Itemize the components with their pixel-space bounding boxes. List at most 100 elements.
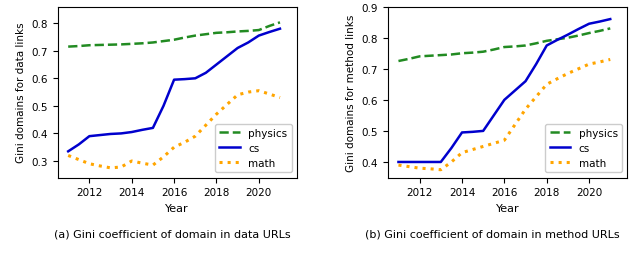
physics <box>149 42 157 45</box>
physics <box>276 22 284 25</box>
cs <box>596 21 604 24</box>
cs <box>86 135 93 138</box>
math <box>490 142 498 145</box>
math <box>244 91 252 94</box>
cs <box>468 131 476 134</box>
physics <box>468 52 476 55</box>
physics <box>117 44 125 47</box>
math <box>159 156 167 159</box>
physics <box>65 46 72 49</box>
physics <box>564 37 572 40</box>
math <box>65 154 72 157</box>
physics <box>75 45 83 49</box>
cs <box>266 31 273 34</box>
physics <box>223 31 231 35</box>
Text: (a) Gini coefficient of domain in data URLs: (a) Gini coefficient of domain in data U… <box>54 228 291 238</box>
Text: (b) Gini coefficient of domain in method URLs: (b) Gini coefficient of domain in method… <box>365 228 620 238</box>
cs <box>447 147 455 150</box>
physics <box>244 30 252 33</box>
math <box>202 124 210 127</box>
Line: physics: physics <box>68 23 280 47</box>
cs <box>522 80 529 83</box>
math <box>575 68 582 71</box>
cs <box>585 23 593 26</box>
math <box>138 162 146 165</box>
math <box>107 167 115 170</box>
cs <box>170 79 178 82</box>
Line: math: math <box>68 91 280 168</box>
math <box>223 104 231 107</box>
cs <box>564 34 572 37</box>
cs <box>458 131 466 134</box>
physics <box>255 29 262 33</box>
math <box>405 165 413 168</box>
physics <box>458 53 466 56</box>
cs <box>223 56 231 59</box>
math <box>191 135 199 138</box>
cs <box>426 161 434 164</box>
math <box>607 59 614 62</box>
physics <box>607 28 614 31</box>
cs <box>65 150 72 153</box>
physics <box>202 34 210 37</box>
cs <box>543 45 550 48</box>
math <box>212 113 220 116</box>
physics <box>447 54 455 57</box>
cs <box>532 63 540 66</box>
cs <box>96 134 104 137</box>
physics <box>138 43 146 46</box>
physics <box>212 32 220 35</box>
physics <box>191 35 199 38</box>
math <box>117 166 125 169</box>
physics <box>554 39 561 42</box>
cs <box>234 47 241 50</box>
physics <box>585 33 593 36</box>
math <box>543 84 550 87</box>
math <box>532 96 540 99</box>
cs <box>138 129 146 132</box>
Line: physics: physics <box>399 29 611 62</box>
cs <box>107 133 115 136</box>
math <box>276 97 284 100</box>
math <box>458 152 466 155</box>
physics <box>426 55 434 58</box>
math <box>522 108 529 111</box>
math <box>170 146 178 149</box>
Line: math: math <box>399 60 611 170</box>
cs <box>149 127 157 130</box>
math <box>479 145 487 148</box>
cs <box>511 90 519 93</box>
cs <box>395 161 403 164</box>
math <box>564 73 572 76</box>
cs <box>276 28 284 31</box>
Y-axis label: Gini domains for method links: Gini domains for method links <box>346 14 356 171</box>
physics <box>416 56 424 59</box>
physics <box>490 49 498 52</box>
physics <box>96 44 104 47</box>
cs <box>490 114 498 117</box>
physics <box>159 40 167 43</box>
math <box>266 93 273 96</box>
math <box>437 169 445 172</box>
math <box>96 165 104 168</box>
math <box>468 148 476 151</box>
X-axis label: Year: Year <box>166 203 189 213</box>
math <box>596 61 604 64</box>
physics <box>596 30 604 33</box>
physics <box>437 54 445 57</box>
cs <box>244 42 252 45</box>
cs <box>575 28 582 31</box>
math <box>149 164 157 167</box>
Y-axis label: Gini domains for data links: Gini domains for data links <box>16 23 26 163</box>
cs <box>479 130 487 133</box>
cs <box>255 35 262 38</box>
cs <box>202 72 210 75</box>
math <box>500 139 508 142</box>
physics <box>128 43 136 46</box>
physics <box>511 46 519 49</box>
physics <box>405 58 413 61</box>
physics <box>107 44 115 47</box>
Legend: physics, cs, math: physics, cs, math <box>545 124 622 173</box>
cs <box>554 39 561 42</box>
cs <box>128 131 136 134</box>
